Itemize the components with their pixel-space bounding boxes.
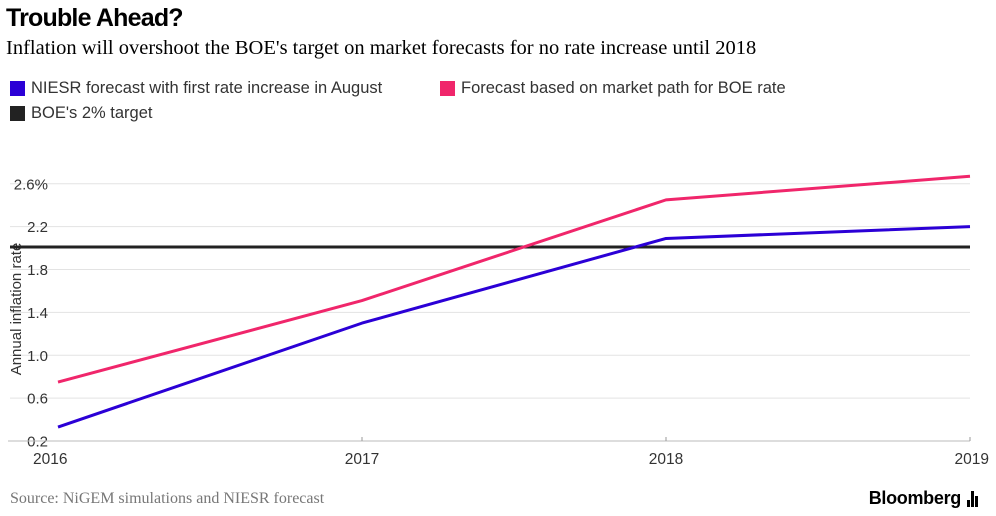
x-tick-label: 2019: [955, 451, 989, 468]
legend-swatch-niesr: [10, 81, 25, 96]
y-tick-label: 2.2: [27, 219, 48, 236]
series-line-market: [57, 174, 971, 384]
legend-swatch-target: [10, 106, 25, 121]
legend-item-niesr: NIESR forecast with first rate increase …: [10, 79, 382, 98]
y-tick-label: 0.6: [27, 391, 48, 408]
bar-chart-icon: [967, 490, 978, 507]
y-tick-label: 2.6%: [14, 176, 48, 193]
series-line-niesr: [57, 225, 971, 429]
legend-label-market: Forecast based on market path for BOE ra…: [461, 79, 786, 97]
legend-label-target: BOE's 2% target: [31, 104, 153, 122]
x-tick-label: 2017: [345, 451, 379, 468]
y-axis-label: Annual inflation rate: [8, 243, 25, 376]
legend-label-niesr: NIESR forecast with first rate increase …: [31, 79, 383, 97]
chart-title: Trouble Ahead?: [6, 4, 184, 32]
brand-logo: Bloomberg: [869, 488, 978, 509]
legend-swatch-market: [440, 81, 455, 96]
brand-name: Bloomberg: [868, 488, 962, 508]
y-tick-label: 1.0: [27, 348, 48, 365]
x-tick-label: 2018: [649, 451, 683, 468]
y-tick-label: 1.8: [27, 262, 48, 279]
y-tick-label: 0.2: [27, 434, 48, 451]
legend-item-target: BOE's 2% target: [10, 104, 152, 123]
source-note: Source: NiGEM simulations and NIESR fore…: [10, 490, 325, 507]
x-tick-label: 2016: [33, 451, 67, 468]
legend-item-market: Forecast based on market path for BOE ra…: [440, 79, 786, 98]
chart-subtitle: Inflation will overshoot the BOE's targe…: [6, 37, 757, 59]
y-tick-label: 1.4: [27, 305, 48, 322]
